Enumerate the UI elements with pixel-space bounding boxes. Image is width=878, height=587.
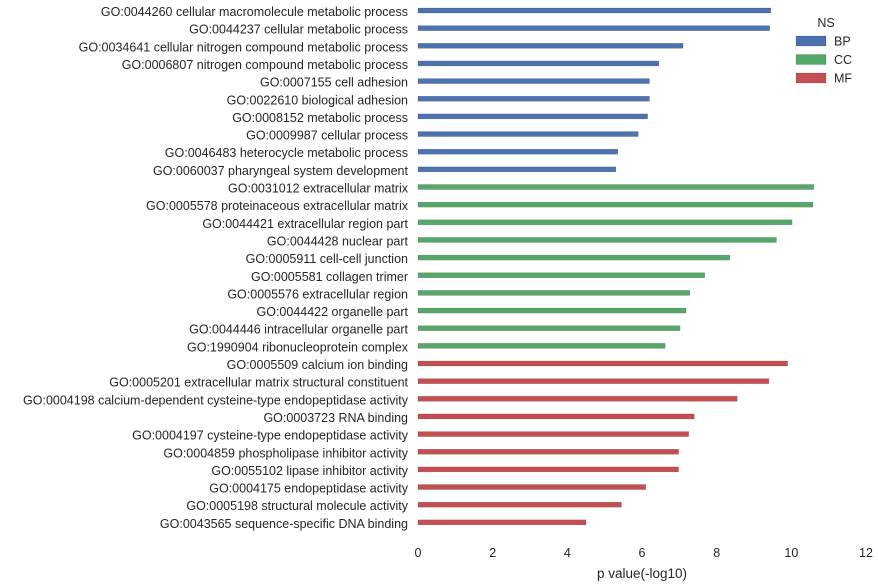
legend-swatch-mf xyxy=(795,72,827,84)
x-tick-label: 6 xyxy=(639,546,646,560)
x-tick-label: 2 xyxy=(489,546,496,560)
bar-bp xyxy=(417,148,618,155)
bar-mf xyxy=(417,519,587,526)
category-label: GO:0005911 cell-cell junction xyxy=(246,252,408,266)
legend-title: NS xyxy=(817,16,834,30)
bar-mf xyxy=(417,396,738,402)
category-label: GO:0060037 pharyngeal system development xyxy=(153,164,409,178)
bar-bp xyxy=(417,113,648,120)
category-label: GO:0044421 extracellular region part xyxy=(202,217,408,231)
category-label: GO:0005578 proteinaceous extracellular m… xyxy=(146,199,409,213)
bar-mf xyxy=(417,431,689,437)
legend-label-cc: CC xyxy=(834,53,852,67)
category-label: GO:0022610 biological adhesion xyxy=(227,93,408,107)
legend-label-bp: BP xyxy=(834,35,851,49)
bar-cc xyxy=(417,237,777,243)
legend-swatch-cc xyxy=(795,54,827,65)
bar-mf xyxy=(417,449,679,455)
bar-mf xyxy=(417,466,679,473)
bar-bp xyxy=(417,131,639,137)
bar-bp xyxy=(417,25,770,31)
bar-cc xyxy=(417,325,681,331)
category-label: GO:0055102 lipase inhibitor activity xyxy=(211,464,408,478)
category-label: GO:0043565 sequence-specific DNA binding xyxy=(160,517,408,531)
x-tick-label: 0 xyxy=(415,546,422,560)
category-label: GO:0004198 calcium-dependent cysteine-ty… xyxy=(23,393,409,407)
x-tick-label: 4 xyxy=(564,546,571,560)
bar-mf xyxy=(417,484,646,490)
bar-cc xyxy=(417,343,666,349)
category-labels-group: GO:0044260 cellular macromolecule metabo… xyxy=(23,5,409,531)
category-label: GO:0006807 nitrogen compound metabolic p… xyxy=(122,58,408,72)
bar-mf xyxy=(417,501,622,508)
category-label: GO:0044446 intracellular organelle part xyxy=(189,323,408,337)
bars-group xyxy=(417,7,814,526)
category-label: GO:0003723 RNA binding xyxy=(263,411,408,425)
bar-cc xyxy=(417,219,793,226)
bar-bp xyxy=(417,166,617,173)
category-label: GO:0005581 collagen trimer xyxy=(251,270,408,284)
bar-bp xyxy=(417,96,650,102)
category-label: GO:0008152 metabolic process xyxy=(232,111,408,125)
x-tick-label: 10 xyxy=(784,546,798,560)
legend-swatch-bp xyxy=(795,35,827,47)
category-label: GO:0004175 endopeptidase activity xyxy=(209,482,408,496)
category-label: GO:0005509 calcium ion binding xyxy=(227,358,408,372)
category-label: GO:0044422 organelle part xyxy=(257,305,409,319)
bar-bp xyxy=(417,7,772,14)
category-label: GO:1990904 ribonucleoprotein complex xyxy=(187,340,409,354)
bar-cc xyxy=(417,184,814,190)
category-label: GO:0044260 cellular macromolecule metabo… xyxy=(101,5,408,19)
category-label: GO:0009987 cellular process xyxy=(246,129,408,143)
x-tick-label: 12 xyxy=(859,546,873,560)
bar-cc xyxy=(417,201,814,208)
legend-label-mf: MF xyxy=(834,72,852,86)
bar-mf xyxy=(417,378,770,384)
bar-cc xyxy=(417,254,730,261)
category-label: GO:0031012 extracellular matrix xyxy=(228,182,409,196)
category-label: GO:0046483 heterocycle metabolic process xyxy=(165,146,408,160)
bar-mf xyxy=(417,413,695,420)
bar-cc xyxy=(417,307,687,314)
category-label: GO:0007155 cell adhesion xyxy=(260,76,408,90)
category-label: GO:0005576 extracellular region xyxy=(227,287,408,301)
bar-cc xyxy=(417,272,705,278)
x-axis-label: p value(-log10) xyxy=(597,566,687,581)
bar-bp xyxy=(417,78,650,84)
category-label: GO:0004197 cysteine-type endopeptidase a… xyxy=(132,429,409,443)
category-label: GO:0044237 cellular metabolic process xyxy=(189,23,408,37)
category-label: GO:0005201 extracellular matrix structur… xyxy=(109,376,408,390)
bar-mf xyxy=(417,360,788,367)
category-label: GO:0005198 structural molecule activity xyxy=(186,499,408,513)
bar-bp xyxy=(417,43,684,49)
x-tick-label: 8 xyxy=(713,546,720,560)
category-label: GO:0004859 phospholipase inhibitor activ… xyxy=(163,446,408,460)
legend: NS BP CC MF xyxy=(795,16,852,86)
bar-cc xyxy=(417,290,691,296)
x-tick-labels-group: 0 2 4 6 8 10 12 xyxy=(415,546,873,560)
category-label: GO:0034641 cellular nitrogen compound me… xyxy=(79,40,408,54)
bar-bp xyxy=(417,60,660,67)
category-label: GO:0044428 nuclear part xyxy=(267,234,409,248)
